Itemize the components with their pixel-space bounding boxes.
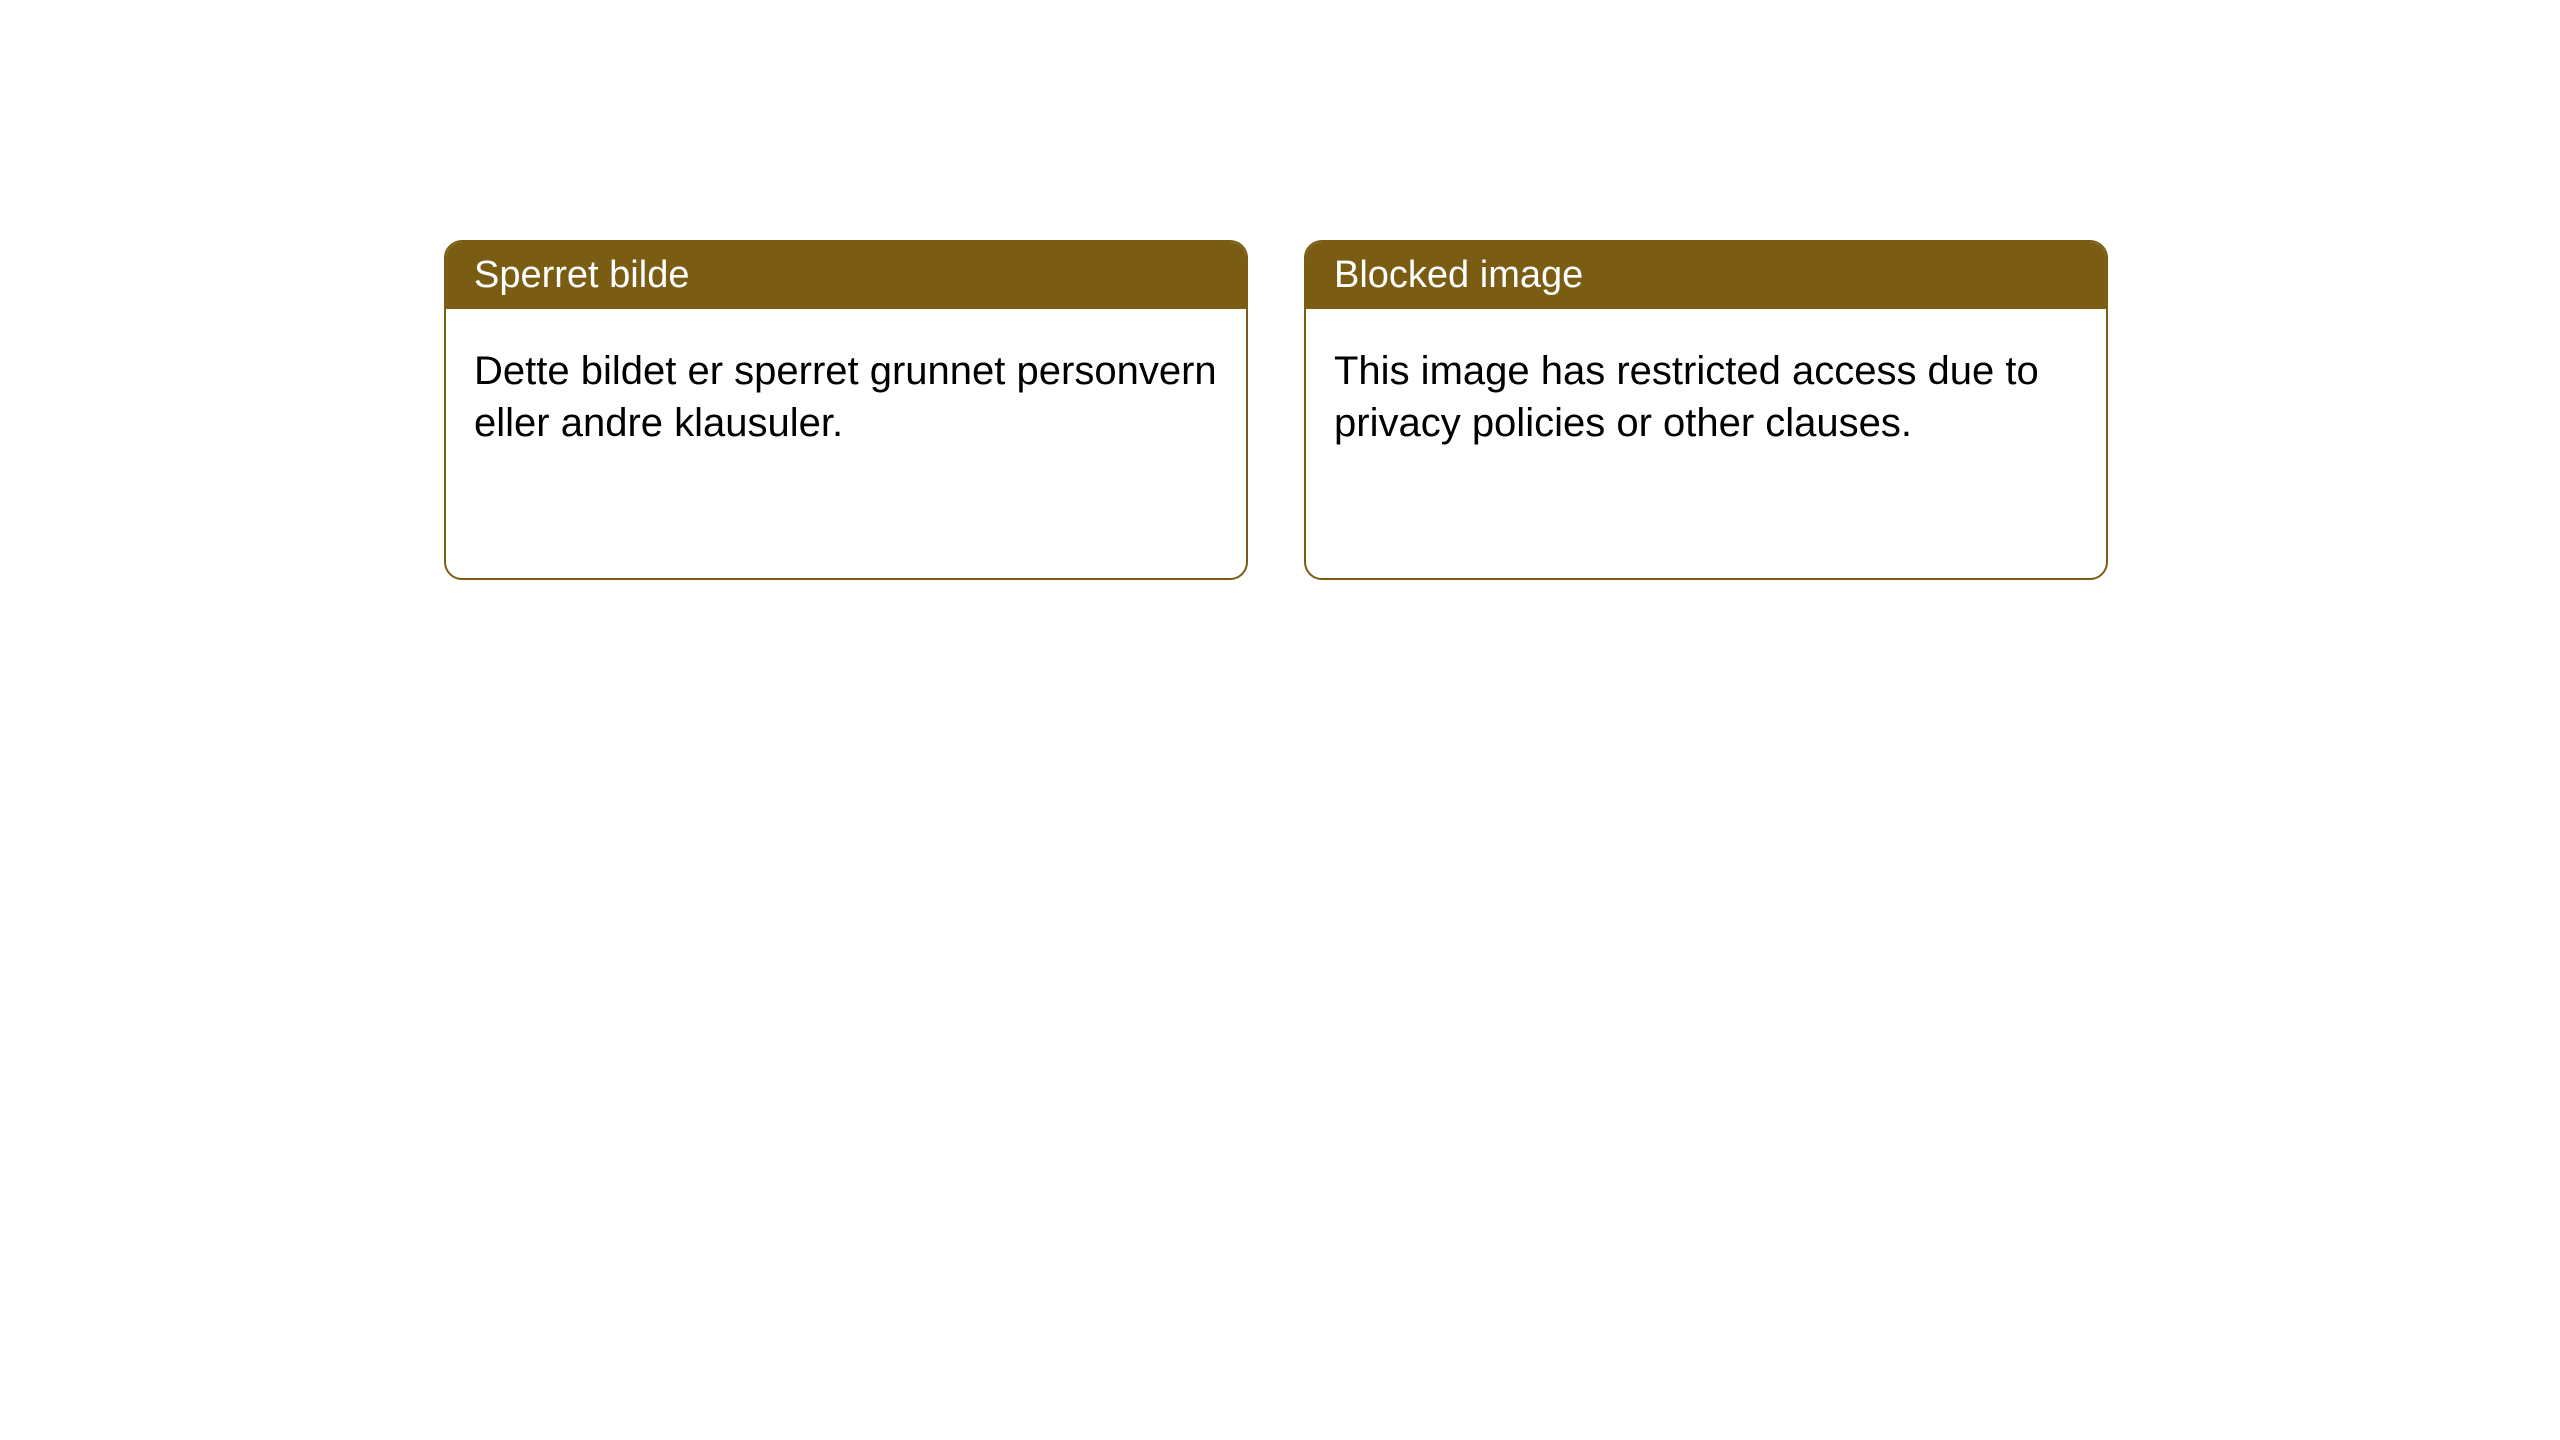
blocked-image-card-en: Blocked image This image has restricted …	[1304, 240, 2108, 580]
card-body: Dette bildet er sperret grunnet personve…	[446, 309, 1246, 485]
card-message: Dette bildet er sperret grunnet personve…	[474, 349, 1217, 445]
card-body: This image has restricted access due to …	[1306, 309, 2106, 485]
message-cards-container: Sperret bilde Dette bildet er sperret gr…	[0, 0, 2560, 580]
card-title: Sperret bilde	[474, 254, 689, 296]
card-message: This image has restricted access due to …	[1334, 349, 2039, 445]
card-header: Sperret bilde	[446, 242, 1246, 309]
blocked-image-card-no: Sperret bilde Dette bildet er sperret gr…	[444, 240, 1248, 580]
card-header: Blocked image	[1306, 242, 2106, 309]
card-title: Blocked image	[1334, 254, 1583, 296]
